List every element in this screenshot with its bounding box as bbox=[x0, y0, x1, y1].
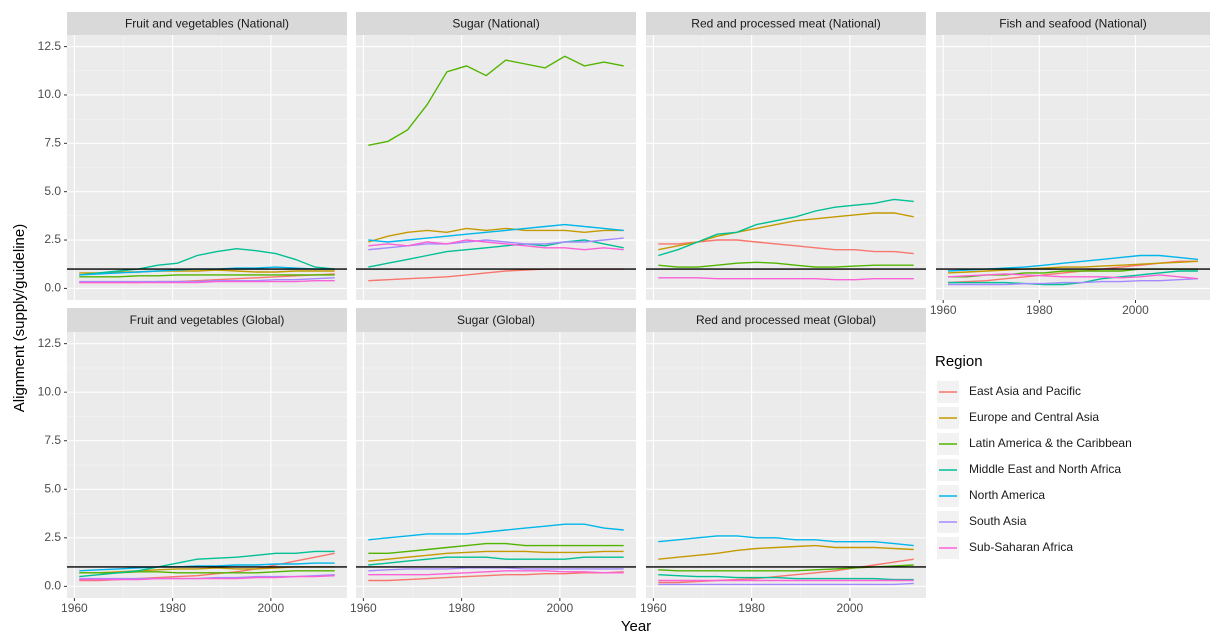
strip-background bbox=[646, 308, 926, 332]
y-tick-label: 10.0 bbox=[38, 87, 62, 101]
x-tick-label: 1980 bbox=[159, 601, 186, 615]
series-line bbox=[368, 550, 624, 562]
x-tick-label: 2000 bbox=[258, 601, 285, 615]
series-line bbox=[368, 239, 624, 251]
x-tick-label: 1980 bbox=[1026, 303, 1053, 317]
y-axis-title: Alignment (supply/guideline) bbox=[11, 224, 28, 412]
panel: Red and processed meat (Global) 1960 1980 2… bbox=[640, 308, 926, 615]
series-line bbox=[79, 575, 335, 581]
strip-background bbox=[646, 12, 926, 35]
series-line bbox=[658, 277, 914, 281]
strip-label: Fruit and vegetables (National) bbox=[125, 17, 289, 31]
strip-label: Fish and seafood (National) bbox=[999, 17, 1146, 31]
series-line bbox=[658, 261, 914, 268]
x-tick-label: 1960 bbox=[61, 601, 88, 615]
strip-background bbox=[936, 12, 1210, 35]
strip-label: Sugar (National) bbox=[452, 17, 539, 31]
y-tick-label: 7.5 bbox=[44, 135, 61, 149]
x-tick-label: 2000 bbox=[837, 601, 864, 615]
legend-label: Sub-Saharan Africa bbox=[969, 540, 1073, 554]
legend: East Asia and Pacific Europe and Central … bbox=[937, 381, 1132, 559]
series-line bbox=[658, 544, 914, 560]
series-line bbox=[368, 239, 624, 268]
y-tick-label: 10.0 bbox=[38, 384, 62, 398]
series-line bbox=[79, 550, 335, 578]
legend-label: South Asia bbox=[969, 514, 1027, 528]
y-tick-label: 0.0 bbox=[44, 579, 61, 593]
series-line bbox=[368, 55, 624, 146]
strip-label: Red and processed meat (National) bbox=[691, 17, 880, 31]
strip-background bbox=[67, 308, 347, 332]
x-tick-label: 1980 bbox=[738, 601, 765, 615]
series-line bbox=[79, 562, 335, 572]
x-axis-title: Year bbox=[621, 618, 651, 635]
series-line bbox=[79, 274, 335, 278]
strip-background bbox=[356, 12, 636, 35]
panel: Sugar (National) bbox=[356, 12, 636, 300]
x-tick-label: 1960 bbox=[930, 303, 957, 317]
series-line bbox=[948, 278, 1199, 286]
series-line bbox=[368, 570, 624, 576]
y-tick-label: 12.5 bbox=[38, 39, 62, 53]
strip-label: Fruit and vegetables (Global) bbox=[130, 313, 285, 327]
series-line bbox=[658, 198, 914, 257]
series-line bbox=[79, 269, 335, 274]
series-line bbox=[658, 582, 914, 586]
series-line bbox=[368, 227, 624, 243]
legend-label: East Asia and Pacific bbox=[969, 384, 1081, 398]
strip-background bbox=[356, 308, 636, 332]
x-tick-label: 1960 bbox=[350, 601, 377, 615]
panel: Fruit and vegetables (National) 0.0 2.5 5.0… bbox=[38, 12, 347, 300]
series-line bbox=[947, 260, 1199, 274]
strip-background bbox=[67, 12, 347, 35]
x-tick-label: 1960 bbox=[640, 601, 667, 615]
y-tick-label: 5.0 bbox=[44, 184, 61, 198]
legend-label: Latin America & the Caribbean bbox=[969, 436, 1132, 450]
x-tick-label: 2000 bbox=[547, 601, 574, 615]
legend-label: North America bbox=[969, 488, 1045, 502]
y-tick-label: 7.5 bbox=[44, 433, 61, 447]
strip-label: Sugar (Global) bbox=[457, 313, 535, 327]
series-line bbox=[368, 556, 624, 566]
series-line bbox=[658, 558, 914, 584]
y-tick-label: 2.5 bbox=[44, 530, 61, 544]
x-tick-label: 2000 bbox=[1122, 303, 1149, 317]
series-line bbox=[947, 273, 1199, 280]
series-line bbox=[368, 523, 624, 541]
y-tick-label: 5.0 bbox=[44, 481, 61, 495]
legend-label: Europe and Central Asia bbox=[969, 410, 1099, 424]
series-line bbox=[368, 571, 624, 582]
panel: Fish and seafood (National) 1960 1980 2000 bbox=[930, 12, 1210, 317]
legend-label: Middle East and North Africa bbox=[969, 462, 1121, 476]
series-line bbox=[658, 535, 914, 547]
series-line bbox=[79, 277, 335, 283]
panel: Red and processed meat (National) bbox=[646, 12, 926, 300]
panel: Sugar (Global) 1960 1980 2000 bbox=[350, 308, 636, 615]
series-line bbox=[948, 270, 1198, 286]
strip-label: Red and processed meat (Global) bbox=[696, 313, 876, 327]
series-line bbox=[79, 280, 335, 284]
y-tick-label: 0.0 bbox=[44, 281, 61, 295]
series-line bbox=[368, 542, 624, 554]
panel: Fruit and vegetables (Global) 0.0 2.5 5.0 7.… bbox=[38, 308, 347, 615]
series-line bbox=[368, 567, 624, 572]
series-line bbox=[658, 574, 914, 581]
series-line bbox=[368, 223, 624, 243]
x-tick-label: 1980 bbox=[448, 601, 475, 615]
y-tick-label: 2.5 bbox=[44, 232, 61, 246]
legend-title: Region bbox=[935, 353, 983, 370]
series-line bbox=[79, 247, 335, 276]
y-tick-label: 12.5 bbox=[38, 336, 62, 350]
